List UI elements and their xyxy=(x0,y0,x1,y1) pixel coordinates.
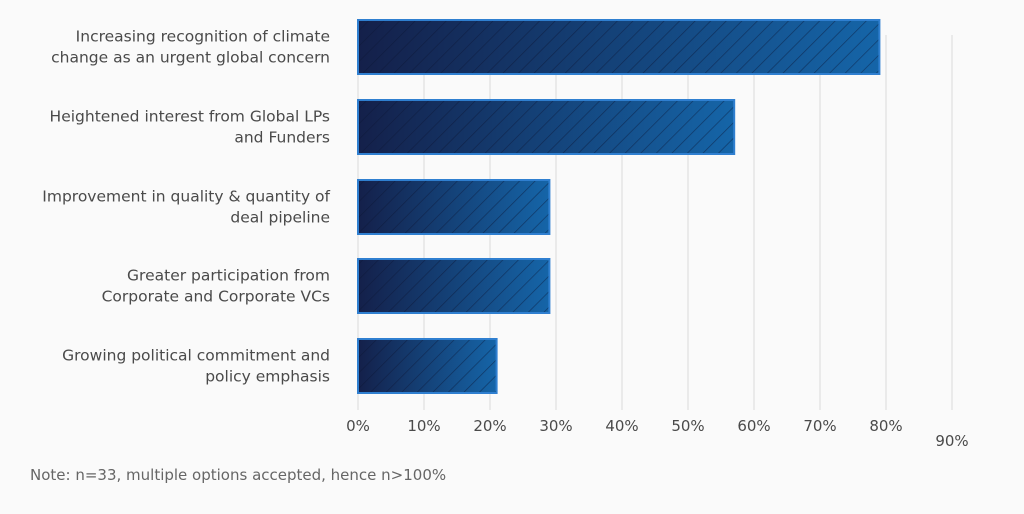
bar-hatch xyxy=(357,19,881,75)
bar xyxy=(357,258,551,314)
category-label-line: deal pipeline xyxy=(230,209,330,227)
bar xyxy=(357,338,498,394)
gridlines xyxy=(357,35,953,410)
category-label-line: policy emphasis xyxy=(205,368,330,386)
category-label: Increasing recognition of climate change … xyxy=(51,28,330,67)
bar xyxy=(357,179,551,235)
category-label-line: and Funders xyxy=(234,129,330,147)
category-label: Improvement in quality & quantity of deal… xyxy=(42,188,330,227)
category-label-line: Corporate and Corporate VCs xyxy=(102,288,330,306)
tick-label: 20% xyxy=(473,417,506,435)
tick-label: 0% xyxy=(346,417,370,435)
category-label-line: change as an urgent global concern xyxy=(51,49,330,67)
tick-label: 80% xyxy=(869,417,902,435)
category-label: Greater participation from Corporate and … xyxy=(102,267,330,306)
category-labels: Increasing recognition of climate change … xyxy=(42,28,330,386)
bar-hatch xyxy=(357,338,498,394)
tick-label: 30% xyxy=(539,417,572,435)
tick-label: 70% xyxy=(803,417,836,435)
tick-label: 90% xyxy=(935,432,968,450)
bar xyxy=(357,19,881,75)
category-label: Growing political commitment and policy e… xyxy=(62,347,330,386)
category-label-line: Increasing recognition of climate xyxy=(76,28,330,46)
category-label: Heightened interest from Global LPs and F… xyxy=(50,108,330,147)
chart-note: Note: n=33, multiple options accepted, h… xyxy=(30,466,447,484)
bar xyxy=(357,99,736,155)
category-label-line: Improvement in quality & quantity of xyxy=(42,188,330,206)
tick-label: 40% xyxy=(605,417,638,435)
tick-label: 50% xyxy=(671,417,704,435)
x-axis-ticks: 0% 10% 20% 30% 40% 50% 60% 70% 80% 90% xyxy=(346,417,969,450)
tick-label: 10% xyxy=(407,417,440,435)
bar-hatch xyxy=(357,99,736,155)
tick-label: 60% xyxy=(737,417,770,435)
category-label-line: Growing political commitment and xyxy=(62,347,330,365)
bar-hatch xyxy=(357,179,551,235)
category-label-line: Heightened interest from Global LPs xyxy=(50,108,330,126)
bar-hatch xyxy=(357,258,551,314)
bars xyxy=(357,19,881,394)
category-label-line: Greater participation from xyxy=(127,267,330,285)
